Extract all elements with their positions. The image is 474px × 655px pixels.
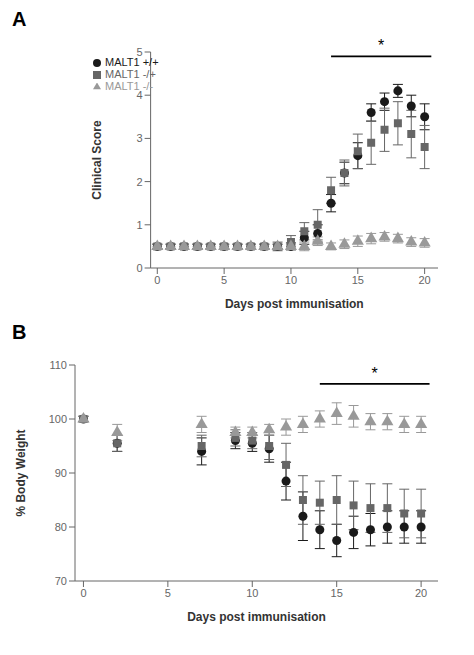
svg-text:5: 5 (221, 274, 227, 286)
svg-text:5: 5 (165, 587, 171, 599)
svg-text:2: 2 (136, 176, 142, 188)
svg-text:*: * (378, 37, 384, 54)
svg-text:0: 0 (80, 587, 86, 599)
svg-text:0: 0 (136, 262, 142, 274)
svg-text:100: 100 (49, 413, 67, 425)
svg-text:20: 20 (419, 274, 431, 286)
svg-text:90: 90 (55, 467, 67, 479)
svg-text:15: 15 (352, 274, 364, 286)
svg-text:70: 70 (55, 575, 67, 587)
svg-text:10: 10 (246, 587, 258, 599)
html-text:MALT1 -/+: MALT1 -/+ (105, 68, 156, 80)
svg-text:*: * (372, 365, 378, 382)
svg-text:Clinical Score: Clinical Score (90, 120, 104, 200)
svg-text:3: 3 (136, 132, 142, 144)
html-text:A: A (12, 8, 27, 30)
svg-text:10: 10 (285, 274, 297, 286)
svg-text:0: 0 (154, 274, 160, 286)
svg-text:Days post immunisation: Days post immunisation (225, 297, 364, 311)
html-text:MALT1 +/+: MALT1 +/+ (105, 56, 159, 68)
html-text:MALT1 -/-: MALT1 -/- (105, 80, 154, 92)
svg-text:80: 80 (55, 521, 67, 533)
svg-text:% Body Weight: % Body Weight (14, 429, 28, 516)
svg-text:5: 5 (136, 46, 142, 58)
svg-text:1: 1 (136, 219, 142, 231)
html-text:B: B (12, 321, 27, 343)
svg-text:15: 15 (331, 587, 343, 599)
svg-text:110: 110 (49, 359, 67, 371)
svg-text:20: 20 (415, 587, 427, 599)
svg-text:4: 4 (136, 89, 142, 101)
svg-text:Days post immunisation: Days post immunisation (187, 610, 326, 624)
